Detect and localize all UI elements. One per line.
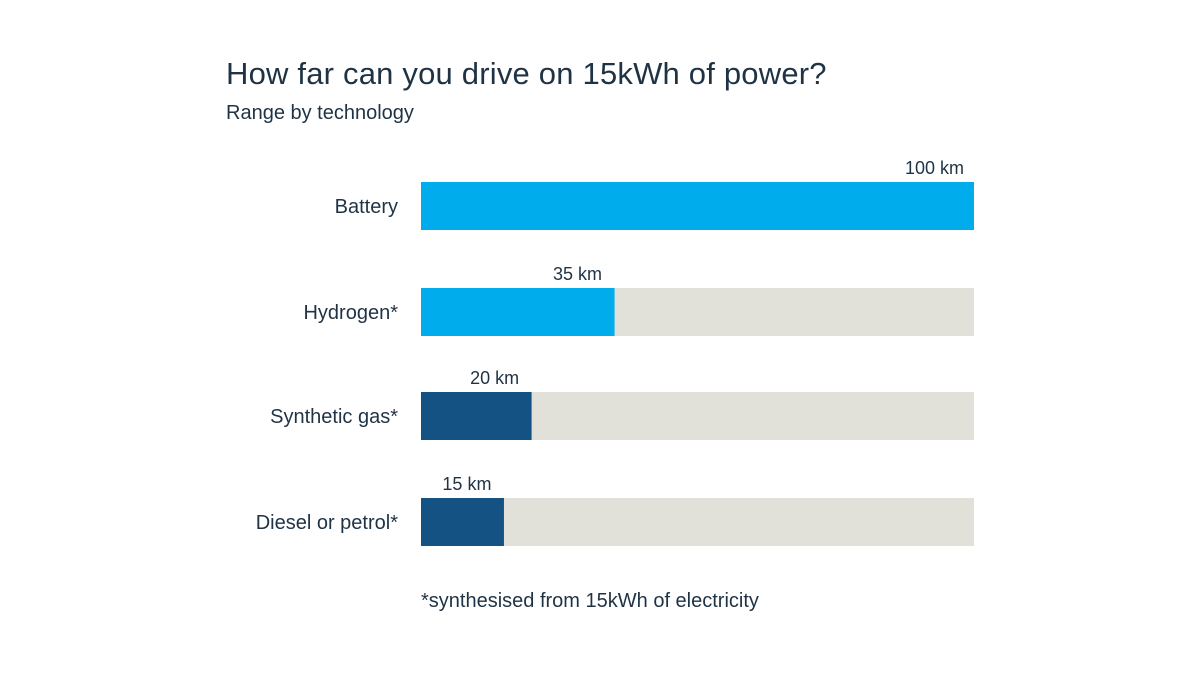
category-label-diesel-or-petrol: Diesel or petrol* [256,512,399,534]
bar-synthetic-gas [421,392,532,440]
chart-subtitle: Range by technology [226,102,414,124]
chart-footnote: *synthesised from 15kWh of electricity [421,590,759,612]
bar-track-diesel-or-petrol [421,498,974,546]
bar-hydrogen [421,288,615,336]
data-label-diesel-or-petrol: 15 km [442,474,491,494]
bar-diesel-or-petrol [421,498,504,546]
chart-title: How far can you drive on 15kWh of power? [226,56,827,91]
category-label-hydrogen: Hydrogen* [303,302,398,324]
data-label-battery: 100 km [905,158,964,178]
data-label-synthetic-gas: 20 km [470,368,519,388]
category-label-synthetic-gas: Synthetic gas* [270,406,398,428]
category-label-battery: Battery [335,196,398,218]
data-label-hydrogen: 35 km [553,264,602,284]
bar-battery [421,182,974,230]
